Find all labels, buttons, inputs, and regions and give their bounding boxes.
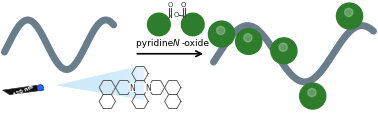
Polygon shape — [57, 65, 144, 100]
Text: O: O — [181, 2, 186, 8]
Ellipse shape — [300, 83, 326, 109]
Text: N: N — [146, 83, 151, 92]
Ellipse shape — [271, 39, 297, 64]
Ellipse shape — [345, 9, 353, 17]
Ellipse shape — [217, 27, 225, 35]
Text: O: O — [173, 12, 178, 18]
Ellipse shape — [147, 14, 170, 36]
Text: -oxide: -oxide — [181, 39, 209, 48]
Ellipse shape — [279, 44, 287, 52]
Ellipse shape — [235, 29, 262, 55]
Polygon shape — [3, 86, 44, 95]
Ellipse shape — [336, 4, 363, 30]
Polygon shape — [57, 65, 144, 100]
Polygon shape — [57, 75, 102, 93]
Text: N: N — [129, 83, 135, 92]
Text: O: O — [167, 2, 173, 8]
Ellipse shape — [37, 85, 43, 91]
Ellipse shape — [39, 86, 42, 90]
Polygon shape — [57, 67, 137, 99]
Ellipse shape — [208, 22, 234, 48]
Polygon shape — [57, 77, 95, 92]
Text: pyridine: pyridine — [136, 39, 177, 48]
Ellipse shape — [181, 14, 204, 36]
Ellipse shape — [308, 89, 316, 97]
Polygon shape — [57, 73, 109, 94]
Polygon shape — [57, 70, 123, 97]
Polygon shape — [57, 69, 130, 98]
Ellipse shape — [244, 34, 252, 43]
Polygon shape — [57, 72, 116, 95]
Text: 420 nm: 420 nm — [12, 83, 34, 97]
Text: N: N — [173, 39, 180, 48]
